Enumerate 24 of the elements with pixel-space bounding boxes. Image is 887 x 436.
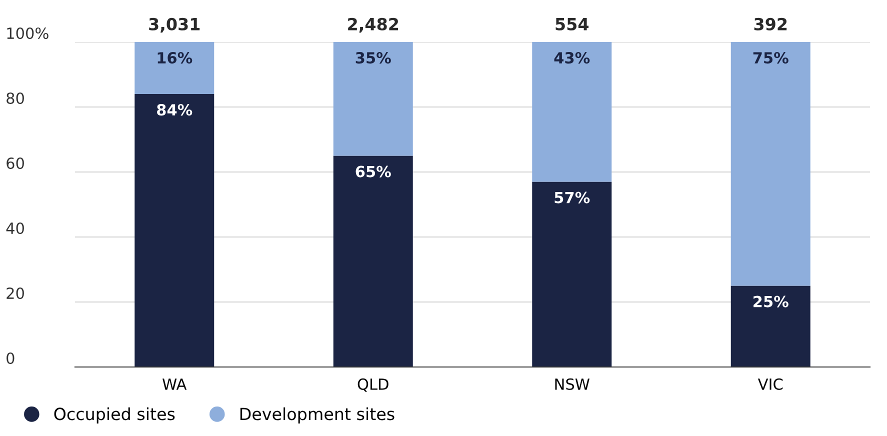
- legend-label: Development sites: [240, 407, 394, 424]
- legend-label: Occupied sites: [54, 407, 175, 424]
- data-label: 75%: [753, 52, 788, 64]
- y-tick-label: 0: [6, 352, 14, 364]
- y-tick-label: 80: [6, 92, 24, 104]
- data-label: 65%: [356, 166, 391, 178]
- data-label: 84%: [157, 104, 192, 116]
- x-tick-label: VIC: [758, 378, 783, 390]
- annotation: 392: [754, 18, 787, 30]
- annotation: 3,031: [149, 18, 200, 33]
- data-label: 57%: [554, 192, 590, 204]
- annotation: 2,482: [348, 18, 398, 33]
- data-label: 35%: [356, 52, 391, 64]
- y-tick-label: 20: [6, 287, 24, 300]
- x-tick-label: WA: [162, 378, 187, 390]
- data-label: 16%: [158, 52, 192, 64]
- x-tick-label: NSW: [555, 378, 590, 390]
- data-label: 25%: [754, 296, 788, 308]
- y-tick-label: 100%: [7, 27, 48, 40]
- data-label: 43%: [554, 52, 590, 64]
- annotation: 554: [556, 18, 589, 30]
- y-tick-label: 40: [6, 222, 24, 234]
- x-tick-label: QLD: [358, 378, 388, 392]
- y-tick-label: 60: [6, 157, 24, 170]
